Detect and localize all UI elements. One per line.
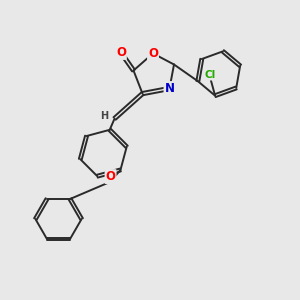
Text: Cl: Cl xyxy=(205,70,216,80)
Text: N: N xyxy=(164,82,175,95)
Text: H: H xyxy=(100,111,108,121)
Text: O: O xyxy=(106,170,116,183)
Text: O: O xyxy=(148,47,158,60)
Text: O: O xyxy=(116,46,126,59)
